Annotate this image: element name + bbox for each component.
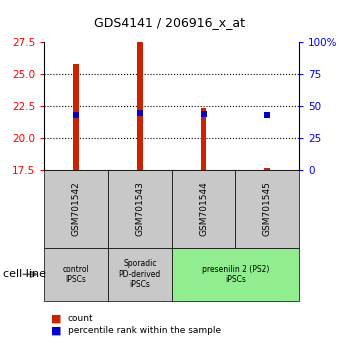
- Text: ■: ■: [51, 326, 62, 336]
- Text: control
IPSCs: control IPSCs: [63, 265, 89, 284]
- Text: Sporadic
PD-derived
iPSCs: Sporadic PD-derived iPSCs: [119, 259, 161, 289]
- Bar: [201, 108, 206, 170]
- Text: GDS4141 / 206916_x_at: GDS4141 / 206916_x_at: [95, 16, 245, 29]
- Bar: [265, 169, 270, 170]
- Text: presenilin 2 (PS2)
iPSCs: presenilin 2 (PS2) iPSCs: [202, 265, 269, 284]
- Bar: [137, 42, 143, 170]
- Bar: [73, 64, 79, 170]
- Text: cell line: cell line: [3, 269, 46, 279]
- Text: GSM701543: GSM701543: [135, 181, 144, 236]
- Text: percentile rank within the sample: percentile rank within the sample: [68, 326, 221, 336]
- Text: GSM701544: GSM701544: [199, 182, 208, 236]
- Text: GSM701545: GSM701545: [263, 181, 272, 236]
- Text: ■: ■: [51, 314, 62, 324]
- Text: count: count: [68, 314, 94, 323]
- Text: GSM701542: GSM701542: [72, 182, 81, 236]
